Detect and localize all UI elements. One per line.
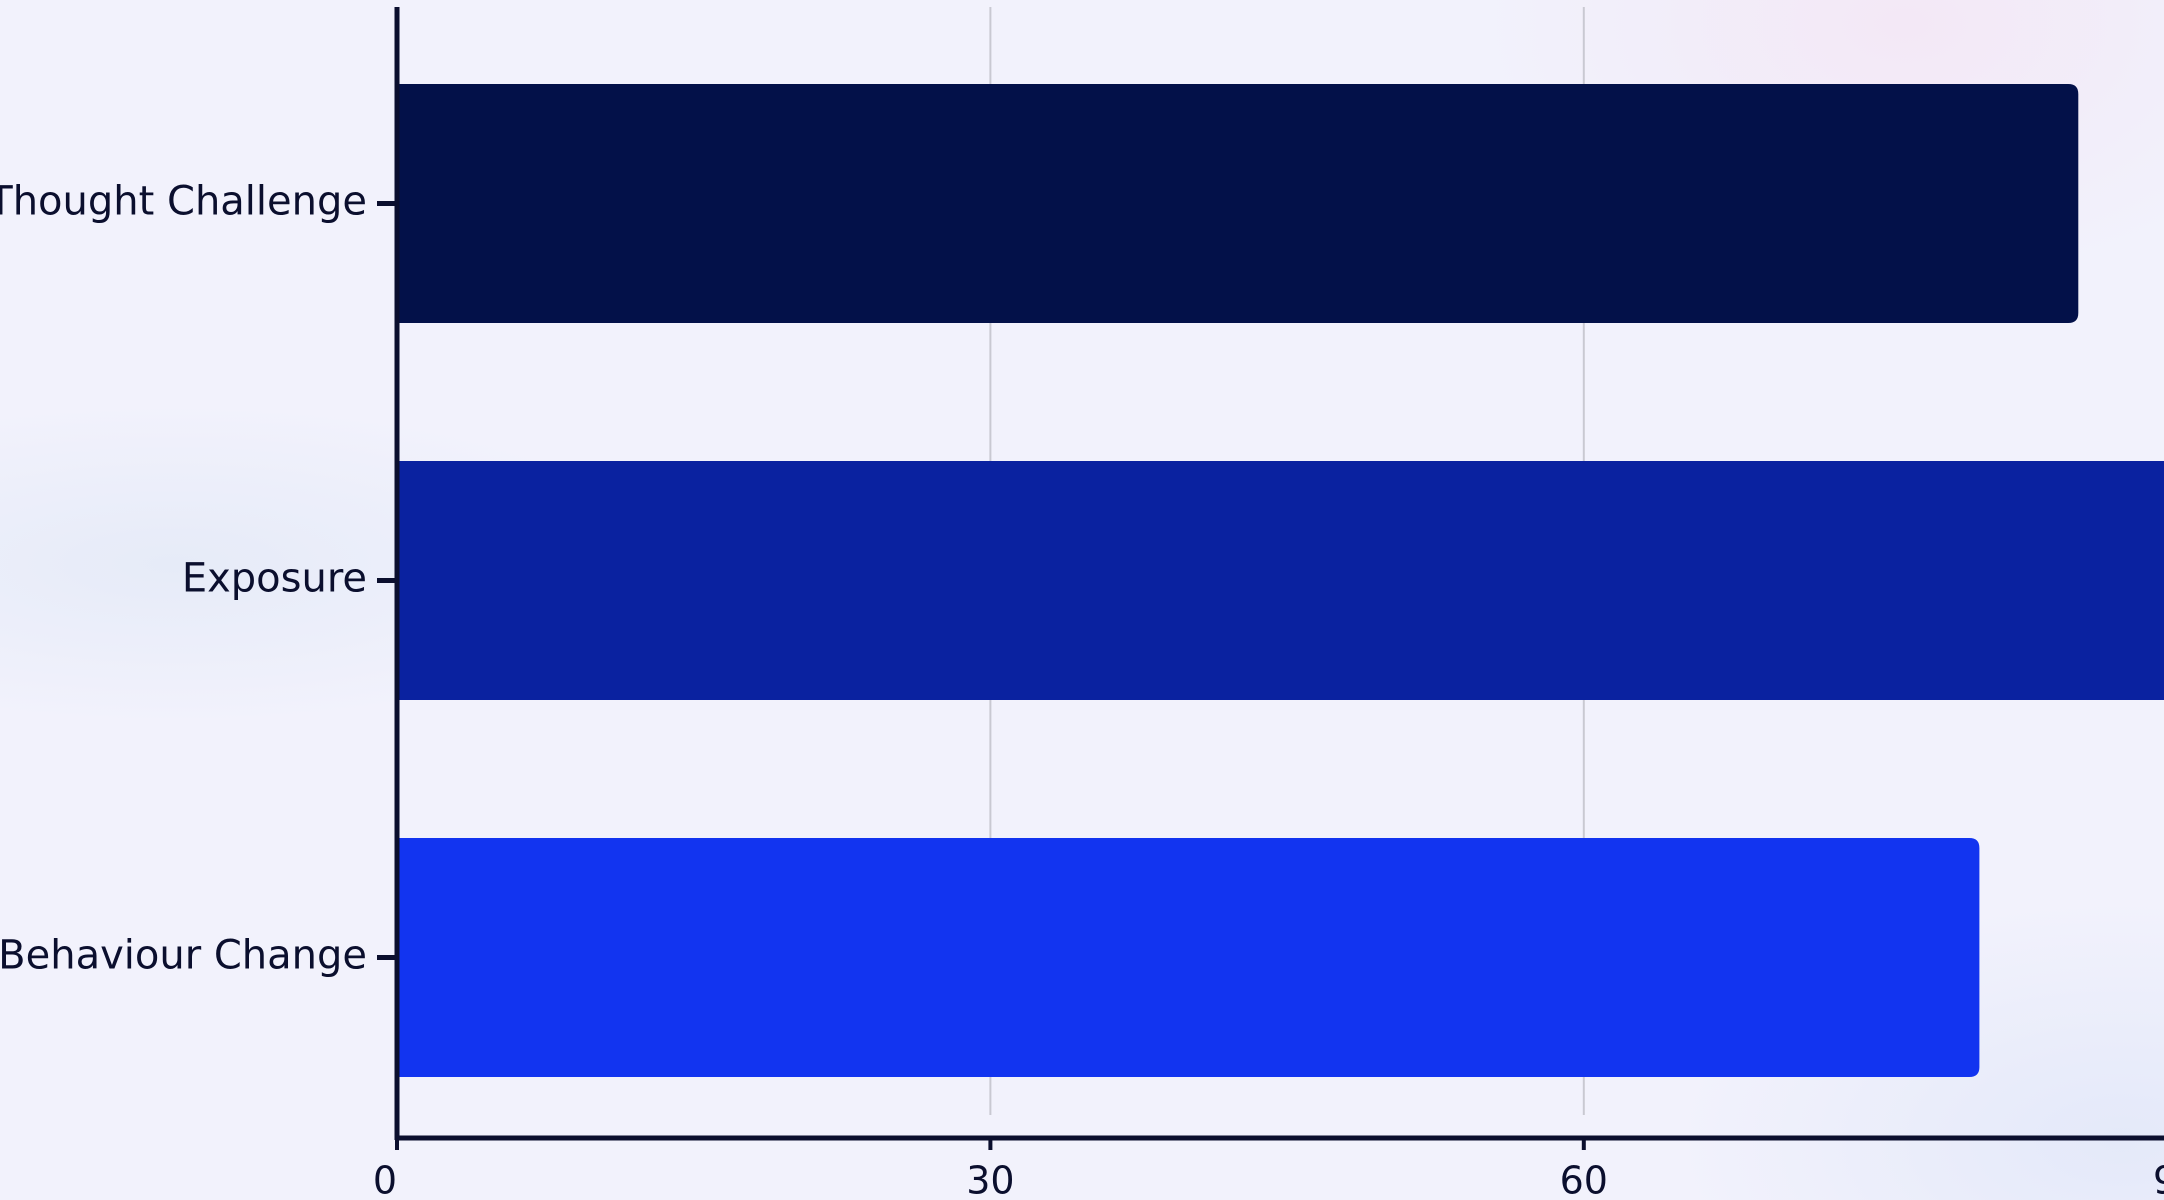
y-tick-label: Behaviour Change: [0, 933, 367, 979]
x-tick-label: 60: [1560, 1159, 1608, 1200]
bar: [397, 838, 1980, 1077]
x-tick-label: 90: [2153, 1159, 2164, 1200]
x-tick-label: 0: [373, 1159, 397, 1200]
y-tick-label: Exposure: [182, 556, 367, 602]
bar: [397, 84, 2079, 323]
bar: [397, 461, 2164, 700]
x-tick-label: 30: [966, 1159, 1014, 1200]
y-tick-label: Thought Challenge: [0, 179, 367, 225]
